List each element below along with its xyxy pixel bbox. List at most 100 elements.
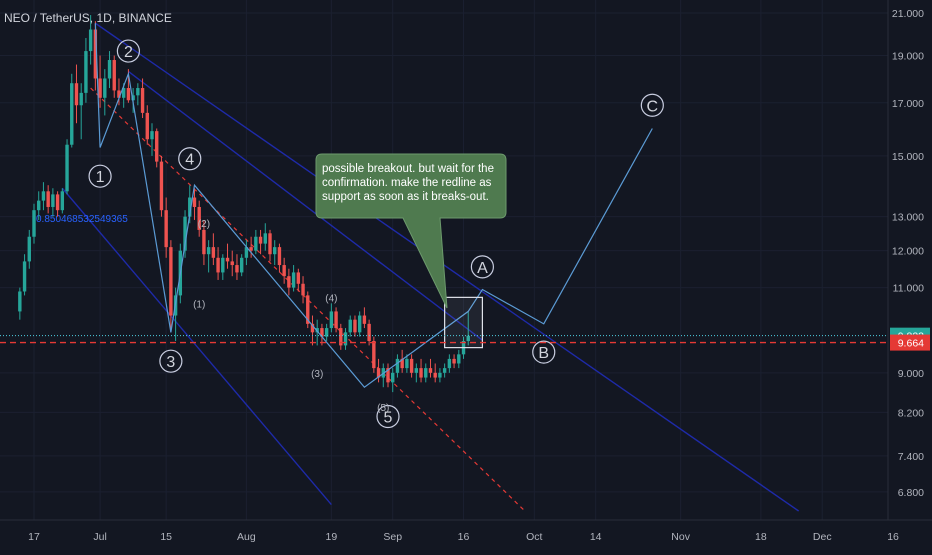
candle-body [150,131,154,140]
price-axis: 6.800 7.400 8.200 9.000 11.000 12.000 13.000 15… [887,0,932,550]
wave-path [94,23,653,389]
price-tick-label: 15.000 [892,151,924,163]
candle-body [37,200,41,211]
candle-body [287,276,291,288]
time-tick-label: Oct [526,531,542,543]
price-tick-label: 8.200 [898,407,924,419]
subwave-label: (3) [311,369,323,380]
candle-body [249,247,253,251]
candle-body [140,88,145,113]
candle-body [22,261,27,292]
candle-body [121,88,126,98]
candle-body [155,131,159,162]
candle-body [301,283,305,296]
candle-body [18,291,22,312]
time-axis-bg [0,520,932,550]
candle-body [268,233,272,255]
candle-body [117,90,121,98]
candle-body [258,236,263,244]
wave-labels: 1 2 3 4 5 A B C (1) (2) (3) (4) (5) [88,39,664,429]
callout-bubble [315,153,507,309]
candle-body [60,191,65,211]
candle-body [235,265,239,273]
price-tick-label: 6.800 [898,487,924,499]
wave-label-circle [532,340,556,364]
candle-body [188,197,192,217]
candle-body [55,194,60,211]
candle-body [424,368,428,378]
price-tick-label: 21.000 [892,8,924,20]
candles [18,15,470,393]
time-tick-label: 16 [887,531,899,543]
wave-label-circle [159,349,183,373]
candle-body [206,247,211,255]
candle-body [405,358,409,369]
candle-body [452,358,456,364]
candle-body [320,328,324,337]
price-tick-label: 11.000 [893,283,924,295]
time-tick-label: 14 [590,531,602,543]
candle-body [103,78,107,98]
candle-body [376,368,381,378]
time-tick-label: Dec [813,531,832,543]
candle-body [409,358,414,373]
wave-label-circle [88,164,112,188]
candle-body [343,332,348,346]
candle-body [400,358,404,369]
subwave-label: (1) [193,299,205,310]
candle-body [324,328,329,337]
candle-body [428,368,433,373]
wave-label-5: 5 [384,410,393,427]
wave-label-3: 3 [166,354,175,371]
candle-body [457,354,461,364]
wave-label-circle [178,147,202,171]
candle-body [395,358,400,373]
candle-body [51,194,55,207]
fib-level-label: 0.850468532549365 [36,214,128,225]
candle-body [126,88,131,101]
candle-body [362,315,367,324]
candle-body [93,29,98,79]
candle-body [254,236,258,251]
wave-label-circle [470,255,494,279]
candle-body [169,247,173,316]
symbol-title: NEO / TetherUS, 1D, BINANCE [4,11,172,25]
wave-label-b: B [538,345,549,362]
candle-body [339,328,343,346]
price-tick-label: 13.000 [892,212,924,224]
support-price-label: 9.664 [898,338,924,350]
candle-body [98,78,102,98]
wave-label-c: C [647,98,659,115]
candle-body [386,368,390,383]
breakout-highlight-box [444,296,484,349]
wave-label-circle [116,39,140,63]
candle-body [84,51,88,93]
candle-body [211,247,216,258]
candle-body [348,319,352,333]
time-tick-label: 16 [458,531,470,543]
candle-body [197,206,201,230]
candle-body [414,368,419,373]
price-lines [0,335,888,344]
price-tick-label: 19.000 [892,51,924,63]
candle-body [263,233,267,244]
candle-body [447,358,452,369]
wave-label-circle [376,404,400,429]
wave-label-circle [640,93,664,117]
candle-body [27,236,31,262]
time-tick-label: 15 [160,531,172,543]
candle-body [306,295,310,324]
candle-body [277,247,282,266]
candle-body [145,112,149,140]
wave-label-a: A [477,260,488,277]
candle-body [353,319,357,333]
candle-body [282,265,286,277]
candle-body [70,83,74,145]
time-tick-label: 17 [28,531,40,543]
candle-body [391,372,395,383]
candle-body [433,372,437,378]
time-tick-label: Nov [671,531,690,543]
candle-body [334,311,338,329]
